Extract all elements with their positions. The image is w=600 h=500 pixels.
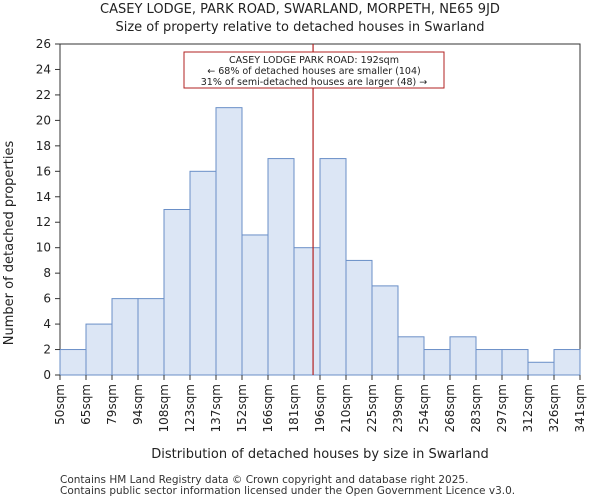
x-tick-label: 312sqm	[521, 384, 535, 432]
x-tick-label: 341sqm	[573, 384, 587, 432]
bar	[423, 349, 451, 376]
annotation-box	[183, 51, 445, 89]
bar	[345, 259, 373, 376]
x-tick-label: 166sqm	[261, 384, 275, 432]
bar	[371, 285, 399, 376]
annotation-line: ← 68% of detached houses are smaller (10…	[207, 66, 420, 77]
y-tick-label: 24	[36, 62, 51, 76]
x-tick-label: 283sqm	[469, 384, 483, 432]
x-tick-label: 326sqm	[547, 384, 561, 432]
y-tick-label: 4	[43, 317, 51, 331]
bar	[163, 209, 191, 376]
chart-subtitle: Size of property relative to detached ho…	[115, 20, 485, 35]
bar	[85, 323, 113, 376]
bar	[241, 234, 269, 376]
y-tick-label: 14	[36, 190, 51, 204]
bar	[111, 298, 139, 376]
x-tick-label: 79sqm	[105, 384, 119, 425]
footer-line-2: Contains public sector information licen…	[60, 485, 516, 497]
y-tick-label: 12	[36, 215, 51, 229]
y-tick-label: 22	[36, 88, 51, 102]
y-tick-label: 10	[36, 241, 51, 255]
y-tick-label: 2	[43, 343, 51, 357]
x-tick-label: 254sqm	[417, 384, 431, 432]
y-tick-label: 0	[43, 368, 51, 382]
footer-line-1: Contains HM Land Registry data © Crown c…	[60, 474, 469, 486]
annotation-line: 31% of semi-detached houses are larger (…	[201, 77, 428, 88]
bar	[449, 336, 477, 376]
x-tick-label: 94sqm	[131, 384, 145, 425]
y-tick-label: 8	[43, 266, 51, 280]
x-tick-label: 181sqm	[287, 384, 301, 432]
y-tick-label: 18	[36, 139, 51, 153]
x-tick-label: 268sqm	[443, 384, 457, 432]
bar	[501, 349, 529, 376]
x-axis: 50sqm 65sqm 79sqm 94sqm 108sqm 123sqm 137sqm 15…	[53, 375, 587, 432]
x-tick-label: 108sqm	[157, 384, 171, 432]
x-tick-label: 65sqm	[79, 384, 93, 425]
x-tick-label: 50sqm	[53, 384, 67, 425]
annotation-line: CASEY LODGE PARK ROAD: 192sqm	[229, 55, 399, 66]
bar	[527, 361, 555, 376]
x-tick-label: 239sqm	[391, 384, 405, 432]
bar	[137, 298, 165, 376]
chart-title: CASEY LODGE, PARK ROAD, SWARLAND, MORPET…	[100, 2, 500, 17]
property-marker: CASEY LODGE PARK ROAD: 192sqm← 68% of de…	[183, 44, 445, 375]
y-tick-label: 20	[36, 113, 51, 127]
bar	[189, 170, 217, 376]
x-tick-label: 123sqm	[183, 384, 197, 432]
bar	[267, 158, 295, 376]
x-tick-label: 297sqm	[495, 384, 509, 432]
bar	[293, 247, 321, 376]
x-tick-label: 196sqm	[313, 384, 327, 432]
bar	[553, 349, 581, 376]
bar	[59, 349, 87, 376]
y-tick-label: 16	[36, 164, 51, 178]
x-tick-label: 152sqm	[235, 384, 249, 432]
y-tick-label: 6	[43, 292, 51, 306]
y-tick-label: 26	[36, 37, 51, 51]
y-axis-label: Number of detached properties	[2, 141, 17, 346]
x-tick-label: 210sqm	[339, 384, 353, 432]
bar	[319, 158, 347, 376]
bar	[215, 107, 243, 376]
bar	[475, 349, 503, 376]
bars-group	[59, 43, 581, 376]
x-tick-label: 225sqm	[365, 384, 379, 432]
x-tick-label: 137sqm	[209, 384, 223, 432]
bar	[397, 336, 425, 376]
x-axis-label: Distribution of detached houses by size …	[151, 447, 489, 462]
